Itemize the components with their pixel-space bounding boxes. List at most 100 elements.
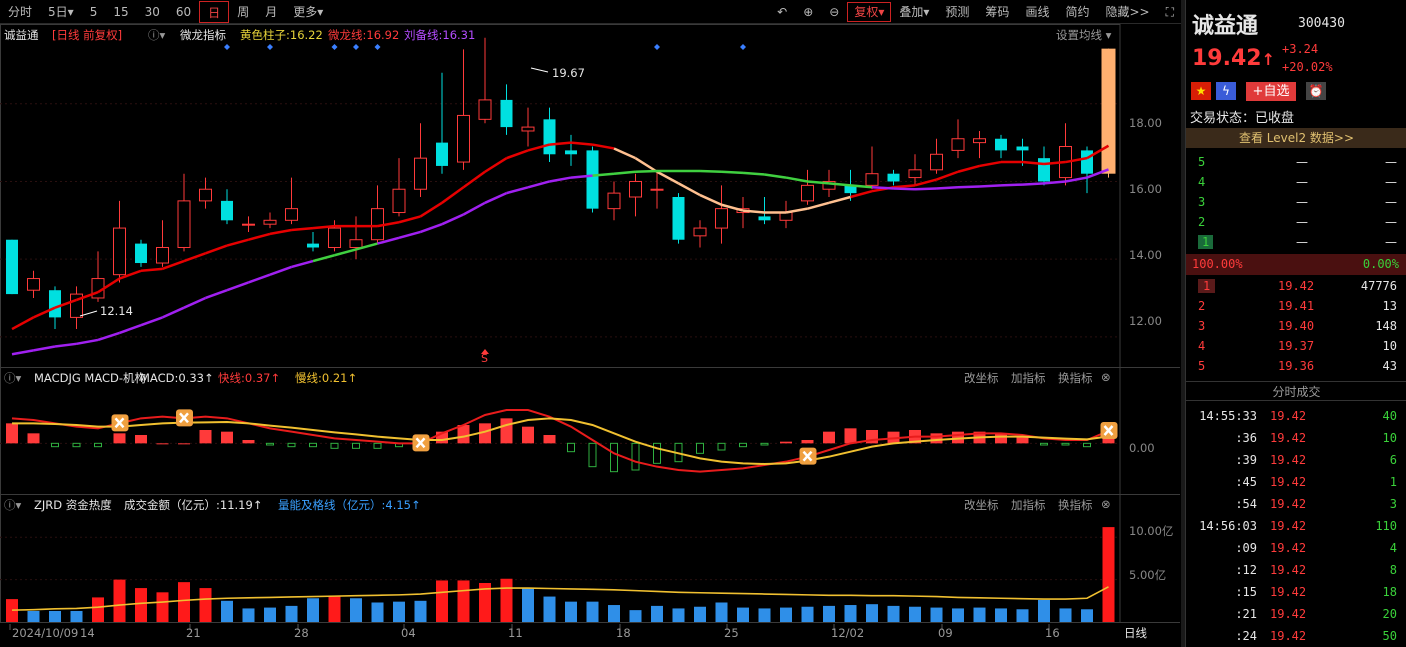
forecast-button[interactable]: 预测: [945, 4, 970, 19]
weilong-line-segment: [32, 306, 56, 319]
sell-level-row: 3 — —: [1186, 192, 1406, 214]
cross-signal-mark: [179, 412, 189, 424]
candle-body: [349, 239, 363, 248]
macd-bar: [653, 442, 661, 464]
weilong-line-segment: [441, 186, 465, 204]
liubei-line-segment: [183, 296, 207, 309]
candle-body: [951, 138, 965, 151]
trade-status: 交易状态：已收盘: [1190, 111, 1295, 126]
macd-bar: [352, 442, 360, 449]
panel-splitter[interactable]: [1181, 0, 1185, 647]
zoom-out-icon[interactable]: ⊖: [829, 4, 840, 19]
ma-settings-button[interactable]: 设置均线 ▾: [1056, 28, 1112, 42]
fuquan-button[interactable]: 复权▾: [847, 1, 892, 22]
tab-5day[interactable]: 5日▾: [48, 4, 74, 19]
tick-time: :36: [1235, 431, 1257, 445]
candle-body: [887, 173, 900, 182]
panel-stock-name: 诚益通: [1192, 14, 1259, 39]
vol-switch-indicator-button[interactable]: 换指标: [1058, 498, 1093, 512]
macd-bar: [567, 442, 575, 453]
vol-change-axis-button[interactable]: 改坐标: [964, 498, 999, 512]
indicator-name[interactable]: 微龙指标: [180, 28, 226, 42]
volume-bar: [221, 600, 233, 622]
macd-bar: [457, 425, 470, 444]
macd-add-indicator-button[interactable]: 加指标: [1011, 371, 1046, 385]
signal-diamond: [331, 44, 338, 50]
liubei-line-segment: [420, 223, 443, 234]
vol-qn-value: 量能及格线（亿元）:4.15↑: [278, 498, 421, 512]
macd-bar: [801, 440, 814, 444]
undo-icon[interactable]: ↶: [777, 4, 788, 19]
lightning-icon[interactable]: ϟ: [1216, 82, 1236, 100]
liubei-line-segment: [1086, 168, 1109, 179]
hide-button[interactable]: 隐藏>>: [1105, 4, 1150, 19]
tab-30min[interactable]: 30: [144, 4, 160, 19]
help-icon[interactable]: ⓘ▾: [148, 28, 166, 42]
tab-5min[interactable]: 5: [89, 4, 98, 19]
tab-week[interactable]: 周: [237, 4, 250, 19]
draw-button[interactable]: 画线: [1025, 4, 1050, 19]
candle-body: [844, 185, 857, 194]
tab-15min[interactable]: 15: [113, 4, 129, 19]
tab-fenshi[interactable]: 分时: [8, 4, 33, 19]
candle-body: [908, 169, 922, 179]
candle-body: [565, 150, 577, 155]
macd-bar: [266, 442, 274, 446]
weilong-line-segment: [183, 252, 206, 263]
macd-bar: [522, 426, 534, 444]
chart-frame: [0, 24, 1121, 623]
tick-row: 14:56:03 19.42 110: [1186, 516, 1406, 538]
vol-help-icon[interactable]: ⓘ▾: [4, 498, 22, 512]
zoom-in-icon[interactable]: ⊕: [803, 4, 814, 19]
weilong-line-segment: [570, 141, 593, 146]
volume-bar: [457, 580, 470, 622]
tick-time: :15: [1235, 585, 1257, 599]
tab-day[interactable]: 日: [199, 0, 230, 23]
overlay-button[interactable]: 叠加▾: [899, 4, 930, 19]
alarm-icon[interactable]: ⏰: [1306, 82, 1326, 100]
liubei-line-segment: [635, 169, 658, 174]
macd-bar: [500, 418, 513, 444]
tick-price: 19.42: [1270, 519, 1307, 533]
tab-more[interactable]: 更多▾: [293, 4, 324, 19]
weilong-value: 微龙线:16.92: [328, 28, 400, 42]
buy-level-row: 3 19.40 148: [1186, 316, 1406, 338]
chips-button[interactable]: 筹码: [985, 4, 1010, 19]
weilong-line-segment: [1065, 156, 1088, 164]
macd-close-icon[interactable]: ⊗: [1101, 370, 1111, 384]
macd-bar: [94, 442, 102, 448]
candle-body: [973, 138, 986, 144]
buy-level-row: 5 19.36 43: [1186, 356, 1406, 378]
liubei-line-segment: [76, 338, 99, 346]
tick-time: :24: [1235, 629, 1257, 643]
tick-price: 19.42: [1270, 409, 1307, 423]
candle-body: [543, 119, 556, 155]
macd-help-icon[interactable]: ⓘ▾: [4, 371, 22, 385]
tick-vol: 4: [1389, 541, 1397, 555]
tab-60min[interactable]: 60: [175, 4, 192, 19]
vol-add-indicator-button[interactable]: 加指标: [1011, 498, 1046, 512]
macd-title[interactable]: MACDJG MACD-机构: [34, 371, 147, 385]
x-label-0: 2024/10/09: [12, 626, 79, 640]
weilong-line-segment: [699, 193, 723, 206]
kline-chart[interactable]: [0, 24, 1180, 647]
macd-change-axis-button[interactable]: 改坐标: [964, 371, 999, 385]
weilong-line-segment: [76, 290, 99, 302]
tick-row: :45 19.42 1: [1186, 472, 1406, 494]
volume-bar: [113, 579, 126, 622]
macd-y-tick: 0.00: [1129, 441, 1155, 455]
vol-close-icon[interactable]: ⊗: [1101, 497, 1111, 511]
candle-body: [1016, 146, 1029, 151]
macd-bar: [156, 443, 169, 445]
panel-change: +3.24: [1282, 42, 1319, 56]
buy-level-vol: 148: [1375, 319, 1397, 333]
macd-switch-indicator-button[interactable]: 换指标: [1058, 371, 1093, 385]
level2-link[interactable]: 查看 Level2 数据>>: [1186, 128, 1406, 148]
ratio-left: 100.00%: [1192, 257, 1243, 271]
add-watchlist-button[interactable]: +自选: [1246, 82, 1296, 101]
weilong-line-segment: [269, 228, 292, 236]
fullscreen-icon[interactable]: ⛶: [1165, 4, 1174, 19]
tab-month[interactable]: 月: [265, 4, 278, 19]
simple-button[interactable]: 简约: [1065, 4, 1090, 19]
vol-title[interactable]: ZJRD 资金热度: [34, 498, 112, 512]
